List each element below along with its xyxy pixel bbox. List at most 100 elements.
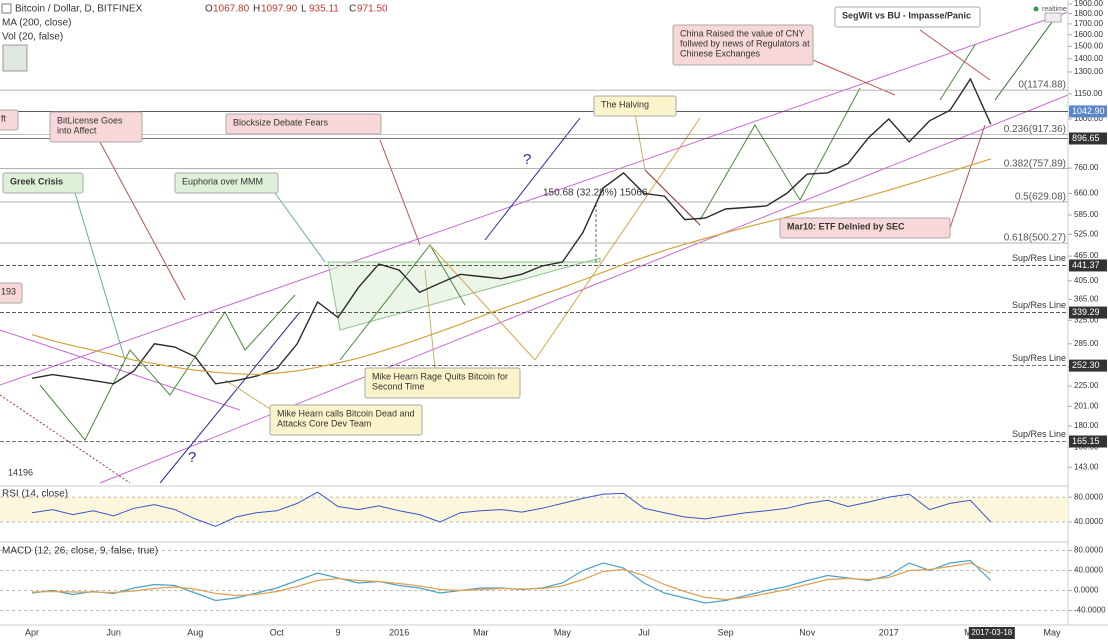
annotation-box [0, 282, 23, 304]
annotation-box [174, 172, 279, 194]
price-tag-label: 165.15 [1072, 436, 1100, 446]
x-tick-label: Sep [718, 627, 734, 637]
arrow [939, 44, 976, 101]
x-tick-label: Nov [799, 627, 816, 637]
fib-label: 0.382(757.89) [1004, 158, 1066, 169]
price-tag-label: 252.30 [1072, 360, 1100, 370]
y-tick-label: 660.00 [1074, 188, 1099, 197]
price-tag [1069, 259, 1107, 272]
status-dot [1033, 6, 1039, 12]
ohlc-label: L [301, 4, 307, 15]
y-tick-label: 1400.00 [1074, 54, 1103, 63]
annotation-text: Greek Crisis [10, 176, 63, 186]
question-mark: ? [188, 449, 196, 466]
y-tick-label: 1000.00 [1074, 114, 1103, 123]
annotation-box [225, 113, 382, 135]
y-tick-label: 365.00 [1074, 295, 1099, 304]
ohlc-label: O [205, 4, 213, 15]
annotation-box [779, 217, 951, 239]
arrow [39, 294, 296, 441]
price-tag-label: 441.37 [1072, 260, 1100, 270]
y-tick-label: 325.00 [1074, 315, 1099, 324]
annotation-box [593, 95, 677, 117]
arrow [699, 87, 861, 221]
fib-label: 0.618(500.27) [1004, 233, 1066, 244]
fib-label: 0(1174.88) [1018, 80, 1066, 91]
callout-pointer [224, 379, 276, 413]
y-tick-label: 525.00 [1074, 229, 1099, 238]
pane-title: Bitcoin / Dollar, D, BITFINEX [15, 4, 143, 15]
ohlc-label: H [253, 4, 260, 15]
price-tag [1069, 306, 1107, 319]
x-tick-label: Oct [270, 627, 285, 637]
annotation-text: Mar10: ETF Delnied by SEC [787, 221, 905, 231]
level-note: Sup/Res Line [1012, 300, 1066, 310]
x-tick-label: 2017-03-18 [971, 628, 1012, 637]
annotation-text: ft [1, 113, 7, 123]
avatar [2, 44, 28, 72]
arrow [429, 244, 536, 361]
callout-pointer [274, 192, 326, 263]
pane-title: MACD (12, 26, close, 9, false, true) [2, 546, 158, 557]
y-tick-label: 1800.00 [1074, 9, 1103, 18]
legend-entry: MA (200, close) [2, 18, 71, 29]
arrow [159, 311, 301, 484]
shaded-zone [327, 257, 601, 331]
y-tick-label: 80.0000 [1074, 546, 1103, 555]
volume-value: 14196 [8, 467, 33, 477]
y-tick-label: 40.0000 [1074, 566, 1103, 575]
y-tick-label: 1900.00 [1074, 0, 1103, 8]
y-tick-label: 201.00 [1074, 401, 1099, 410]
ohlc-value: 971.50 [357, 4, 388, 15]
annotation-text: into Affect [57, 125, 97, 135]
price-tag [1069, 359, 1107, 372]
annotation-box [49, 111, 143, 143]
ohlc-value: 935.11 [309, 4, 339, 15]
annotation-text: Attacks Core Dev Team [277, 418, 371, 428]
annotation-box [672, 24, 814, 66]
callout-pointer [424, 269, 436, 369]
fib-label: 0.236(917.36) [1004, 124, 1066, 135]
y-tick-label: 225.00 [1074, 381, 1099, 390]
annotation-text: Second Time [372, 381, 425, 391]
annotation-text: follwed by news of Regulators at [680, 38, 810, 48]
y-tick-label: 143.00 [1074, 462, 1099, 471]
callout-pointer [949, 124, 986, 229]
price-tag [1069, 435, 1107, 448]
callout-pointer [919, 29, 991, 81]
ohlc-value: 1067.80 [213, 4, 250, 15]
annotation-text: Mike Hearn Rage Quits Bitcoin for [372, 371, 508, 381]
level-note: Sup/Res Line [1012, 429, 1066, 439]
annotation-box [0, 109, 19, 131]
price-line [31, 491, 992, 527]
level-note: Sup/Res Line [1012, 353, 1066, 363]
y-tick-label: 405.00 [1074, 276, 1099, 285]
x-tick-label: 2016 [389, 627, 409, 637]
y-tick-label: 1700.00 [1074, 19, 1103, 28]
x-tick-label: Mar [473, 627, 489, 637]
arrow [994, 17, 1056, 101]
price-line [31, 77, 992, 385]
callout-pointer [379, 139, 421, 246]
x-cursor-tag [968, 627, 1015, 639]
annotation-text: BitLicense Goes [57, 115, 123, 125]
icon[interactable] [1, 3, 12, 14]
channel-line [0, 11, 1069, 386]
drawings [0, 0, 1108, 626]
legend-entry: Vol (20, false) [2, 32, 63, 43]
x-tick-label: May [554, 627, 572, 637]
price-tag [1069, 105, 1107, 118]
annotation-box [2, 172, 84, 194]
icon[interactable] [1044, 12, 1062, 23]
status: realtime [1042, 6, 1067, 13]
annotation-text: 193 [1, 286, 16, 296]
level-note: Sup/Res Line [1012, 253, 1066, 263]
x-tick-label: Aug [187, 627, 203, 637]
arrow [644, 169, 701, 226]
x-tick-label: 9 [335, 627, 340, 637]
annotation-text: Mike Hearn calls Bitcoin Dead and [277, 408, 415, 418]
price-tag-label: 896.65 [1072, 133, 1100, 143]
fib-label: 0.5(629.08) [1015, 192, 1066, 203]
